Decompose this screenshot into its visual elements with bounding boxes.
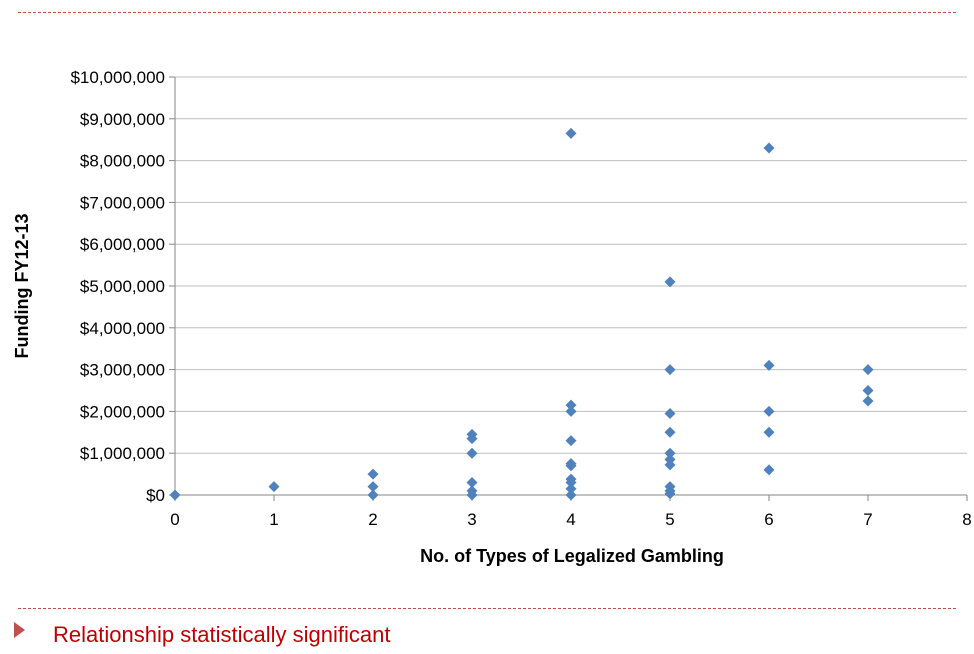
data-point — [763, 426, 775, 438]
data-point — [367, 481, 379, 493]
data-point — [169, 489, 181, 501]
data-point — [664, 276, 676, 288]
y-tick-label: $1,000,000 — [80, 444, 165, 463]
data-point — [862, 395, 874, 407]
data-point — [664, 459, 676, 471]
axes — [169, 76, 968, 501]
data-point — [664, 447, 676, 459]
data-point — [862, 385, 874, 396]
data-point — [862, 364, 874, 376]
data-point — [466, 489, 478, 501]
x-tick-label: 5 — [665, 510, 674, 529]
x-tick-label: 2 — [368, 510, 377, 529]
y-tick-label: $2,000,000 — [80, 402, 165, 421]
y-tick-label: $4,000,000 — [80, 319, 165, 338]
top-divider — [18, 12, 956, 13]
x-tick-label: 1 — [269, 510, 278, 529]
y-tick-label: $8,000,000 — [80, 152, 165, 171]
data-point — [763, 405, 775, 417]
y-axis-title: Funding FY12-13 — [12, 213, 32, 358]
y-tick-label: $10,000,000 — [70, 68, 165, 87]
data-point — [664, 426, 676, 438]
data-point — [565, 399, 577, 411]
bullet-item: Relationship statistically significant — [14, 618, 391, 652]
data-points — [169, 127, 874, 501]
data-point — [565, 460, 577, 472]
y-tick-label: $0 — [146, 486, 165, 505]
x-tick-label: 0 — [170, 510, 179, 529]
data-point — [466, 476, 478, 488]
data-point — [664, 364, 676, 376]
data-point — [466, 447, 478, 459]
data-point — [565, 435, 577, 447]
data-point — [565, 489, 577, 501]
y-tick-label: $5,000,000 — [80, 277, 165, 296]
data-point — [763, 464, 775, 476]
x-tick-label: 6 — [764, 510, 773, 529]
x-tick-label: 3 — [467, 510, 476, 529]
x-tick-label: 4 — [566, 510, 575, 529]
data-point — [565, 483, 577, 495]
y-tick-label: $9,000,000 — [80, 110, 165, 129]
bullet-arrow-icon — [14, 622, 25, 638]
bottom-divider — [18, 608, 956, 609]
x-tick-labels: 0 1 2 3 4 5 6 7 8 — [170, 510, 971, 529]
scatter-chart: $0 $1,000,000 $2,000,000 $3,000,000 $4,000,0… — [12, 68, 972, 566]
x-tick-label: 7 — [863, 510, 872, 529]
data-point — [367, 468, 379, 480]
data-point — [268, 481, 280, 493]
x-tick-label: 8 — [962, 510, 971, 529]
data-point — [466, 433, 478, 445]
data-point — [565, 405, 577, 417]
x-axis-title: No. of Types of Legalized Gambling — [420, 546, 724, 566]
y-tick-label: $6,000,000 — [80, 235, 165, 254]
data-point — [367, 489, 379, 501]
data-point — [565, 476, 577, 488]
gridlines — [175, 76, 967, 454]
data-point — [565, 127, 577, 139]
y-tick-labels: $0 $1,000,000 $2,000,000 $3,000,000 $4,000,0… — [70, 68, 165, 505]
data-point — [664, 488, 676, 500]
data-point — [763, 142, 775, 154]
data-point — [664, 407, 676, 419]
y-tick-label: $7,000,000 — [80, 193, 165, 212]
data-point — [763, 359, 775, 371]
bullet-text: Relationship statistically significant — [53, 622, 391, 647]
y-tick-label: $3,000,000 — [80, 361, 165, 380]
